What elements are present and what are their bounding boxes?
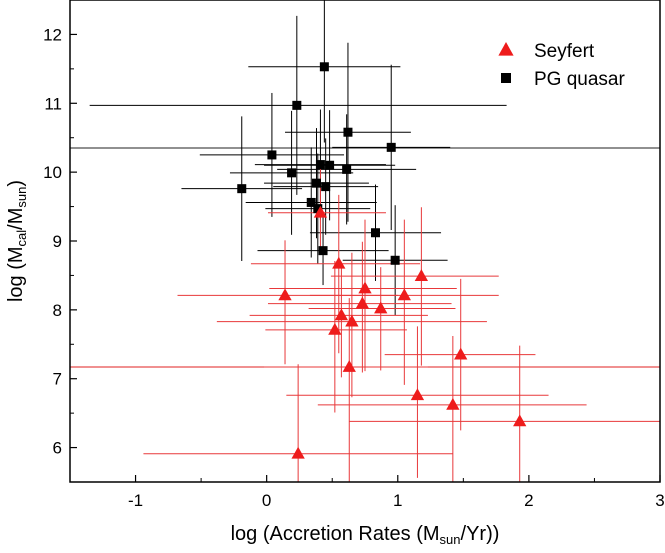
seyfert-point — [414, 269, 429, 282]
seyfert-point — [513, 414, 527, 427]
seyfert-point — [355, 296, 370, 309]
seyfert-point — [342, 360, 356, 372]
pg-quasar-point — [267, 150, 277, 160]
seyfert-point — [291, 446, 305, 459]
pg-quasar-point — [325, 160, 335, 170]
y-tick-label: 6 — [53, 439, 62, 458]
legend-label: PG quasar — [534, 69, 625, 90]
y-axis-title: log (Mcal/Msun) — [5, 180, 29, 302]
pg-quasar-point — [313, 204, 323, 214]
seyfert-point — [345, 314, 359, 327]
pg-quasar-point — [311, 178, 321, 188]
pg-quasar-point — [287, 168, 297, 178]
legend-marker-seyfert — [498, 42, 514, 56]
y-tick-label: 7 — [53, 370, 62, 389]
x-tick-label: 2 — [524, 491, 533, 510]
y-tick-label: 10 — [43, 163, 62, 182]
y-tick-label: 12 — [43, 25, 62, 44]
pg-quasar-point — [321, 182, 331, 192]
x-tick-label: 0 — [262, 491, 271, 510]
y-tick-label: 9 — [53, 232, 62, 251]
x-axis-title: log (Accretion Rates (Msun/Yr)) — [231, 523, 500, 547]
pg-quasar-point — [370, 228, 380, 238]
seyfert-point — [397, 288, 411, 301]
seyfert-point — [446, 397, 460, 410]
x-tick-label: 1 — [393, 491, 402, 510]
pg-quasar-point — [343, 127, 353, 137]
x-tick-label: -1 — [128, 491, 143, 510]
x-tick-label: 3 — [655, 491, 664, 510]
pg-quasar-point — [292, 100, 302, 110]
y-tick-label: 11 — [44, 94, 62, 113]
seyfert-point — [334, 308, 349, 321]
y-tick-label: 8 — [53, 301, 62, 320]
seyfert-point — [313, 205, 328, 218]
seyfert-point — [278, 288, 292, 301]
pg-quasar-point — [319, 62, 329, 72]
axis-ticks — [69, 0, 661, 483]
data-markers — [237, 62, 527, 459]
seyfert-point — [358, 281, 372, 294]
pg-quasar-point — [390, 255, 400, 265]
legend-label: Seyfert — [534, 41, 595, 62]
pg-quasar-point — [306, 197, 316, 207]
pg-quasar-point — [386, 142, 396, 152]
seyfert-point — [332, 256, 346, 269]
pg-quasar-point — [318, 246, 328, 256]
legend-marker-pg-quasar — [501, 73, 511, 83]
seyfert-point — [374, 301, 388, 314]
pg-quasar-point — [237, 184, 247, 194]
pg-quasar-point — [342, 164, 352, 174]
seyfert-point — [454, 347, 468, 360]
seyfert-point — [328, 322, 342, 335]
legend: Seyfert PG quasar — [498, 41, 625, 90]
seyfert-point — [410, 388, 425, 401]
pg-quasar-point — [315, 160, 325, 170]
